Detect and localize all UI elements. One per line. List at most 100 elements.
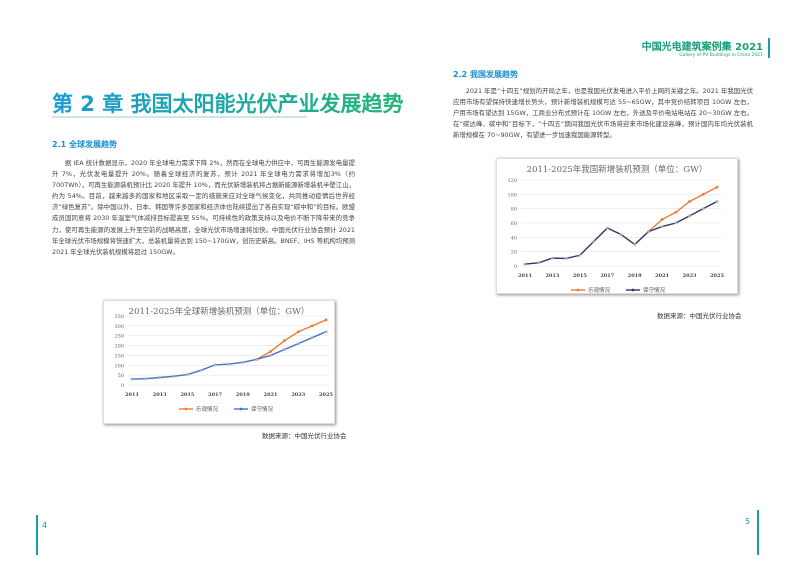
data-point [660, 225, 664, 228]
y-tick-label: 20 [511, 250, 517, 256]
section-heading-global: 2.1 全球发展趋势 [52, 140, 117, 149]
y-tick-label: 50 [118, 373, 124, 379]
data-point [701, 207, 705, 211]
header-subtitle: Gallery of PV Buildings in China 2021 [679, 53, 763, 58]
data-point [283, 339, 286, 343]
data-point [255, 357, 259, 361]
y-tick-label: 80 [511, 207, 517, 213]
paragraph-global: 据 IEA 统计数据显示，2020 年全球电力需求下降 2%，然而在全球电力供应… [52, 159, 355, 256]
x-tick-label: 2021 [655, 273, 669, 279]
data-point [688, 200, 691, 203]
data-point [213, 363, 217, 367]
data-point [701, 192, 705, 196]
header: 中国光电建筑案例集 2021 Gallery of PV Buildings i… [642, 38, 770, 58]
section-heading-china: 2.2 我国发展趋势 [453, 70, 518, 79]
data-point [551, 256, 554, 260]
x-tick-label: 2013 [153, 392, 167, 398]
data-source: 数据来源：中国光伏行业协会 [657, 312, 742, 320]
x-tick-label: 2017 [208, 392, 222, 398]
x-tick-label: 2019 [628, 273, 642, 279]
x-tick-label: 2023 [683, 273, 697, 279]
data-point [199, 368, 203, 372]
page-edge-line [36, 515, 38, 555]
data-point [158, 376, 162, 379]
data-point [269, 350, 272, 353]
data-point [674, 221, 678, 225]
chart-global: 2011-2025年全球新增装机预测（单位：GW） 0 50 100 150 200 25… [103, 300, 335, 424]
x-tick-label: 2015 [573, 273, 587, 279]
data-point [564, 257, 568, 260]
chart-title: 2011-2025年我国新增装机预测（单位：GW） [526, 165, 708, 175]
data-point [688, 214, 691, 218]
data-point [715, 185, 719, 189]
data-point [269, 354, 272, 357]
x-tick-label: 2019 [236, 392, 250, 398]
data-point [283, 348, 286, 351]
chart-title: 2011-2025年全球新增装机预测（单位：GW） [128, 307, 310, 317]
series-line-conservative [524, 200, 718, 265]
legend-marker [239, 407, 243, 411]
y-tick-label: 350 [114, 314, 124, 320]
data-point [523, 262, 527, 266]
data-point [144, 377, 148, 381]
data-point [296, 342, 300, 345]
data-point [130, 377, 134, 381]
legend-marker [631, 288, 635, 292]
chart-china-svg: 0 20 40 60 80 100 120 2011 2013 2015 2017 2019 2021 2… [507, 178, 724, 294]
legend-marker [576, 288, 580, 292]
legend-marker [184, 407, 188, 411]
data-point [324, 318, 328, 322]
y-tick-label: 150 [114, 353, 124, 359]
y-tick-label: 300 [114, 324, 124, 330]
x-tick-label: 2013 [545, 273, 559, 279]
x-tick-label: 2021 [264, 392, 278, 398]
y-tick-label: 0 [514, 264, 517, 270]
data-point [578, 253, 582, 257]
x-tick-label: 2017 [600, 273, 614, 279]
legend-label: 乐观情况 [588, 286, 611, 293]
legend-label: 乐观情况 [196, 405, 219, 413]
page-edge-line [757, 510, 759, 555]
data-point [715, 200, 719, 203]
y-tick-label: 100 [507, 192, 517, 198]
data-point [241, 360, 245, 364]
data-point [172, 374, 175, 378]
data-point [647, 230, 650, 233]
x-tick-label: 2025 [710, 273, 724, 279]
title-divider [52, 116, 307, 118]
data-point [310, 324, 314, 328]
series-line-optimistic [256, 319, 327, 360]
page-number-left: 4 [42, 521, 48, 530]
data-point [619, 233, 623, 236]
y-tick-label: 40 [511, 235, 517, 241]
y-tick-label: 60 [511, 221, 517, 227]
data-point [296, 330, 300, 334]
y-tick-label: 120 [507, 178, 517, 184]
y-tick-label: 0 [121, 383, 124, 389]
y-tick-label: 200 [114, 344, 124, 350]
data-point [592, 240, 595, 244]
x-tick-label: 2023 [291, 392, 305, 398]
data-point [537, 261, 541, 265]
paragraph-china: 2021 年是“十四五”规划的开局之年，也是我国光伏发电进入平价上网的关键之年。… [453, 87, 753, 140]
legend-label: 保守情况 [251, 405, 274, 413]
y-tick-label: 250 [114, 334, 124, 340]
chapter-title: 第 2 章 我国太阳能光伏产业发展趋势 [52, 88, 404, 118]
series-line-optimistic [647, 186, 718, 233]
x-tick-label: 2025 [319, 392, 333, 398]
chart-global-svg: 0 50 100 150 200 250 300 350 2011 2013 2015 2017 201… [114, 314, 333, 413]
data-point [310, 336, 314, 340]
data-point [633, 243, 637, 246]
x-tick-label: 2011 [125, 392, 139, 398]
page-number-right: 5 [745, 517, 751, 526]
data-point [227, 362, 231, 366]
data-point [605, 226, 609, 230]
chart-china: 2011-2025年我国新增装机预测（单位：GW） 0 20 40 60 80 100 12… [496, 158, 738, 294]
data-point [674, 210, 678, 214]
data-point [186, 373, 189, 376]
header-title: 中国光电建筑案例集 2021 [641, 42, 763, 53]
x-tick-label: 2015 [180, 392, 194, 398]
legend-label: 保守情况 [643, 286, 666, 293]
data-source: 数据来源：中国光伏行业协会 [262, 432, 347, 440]
data-point [660, 218, 664, 221]
